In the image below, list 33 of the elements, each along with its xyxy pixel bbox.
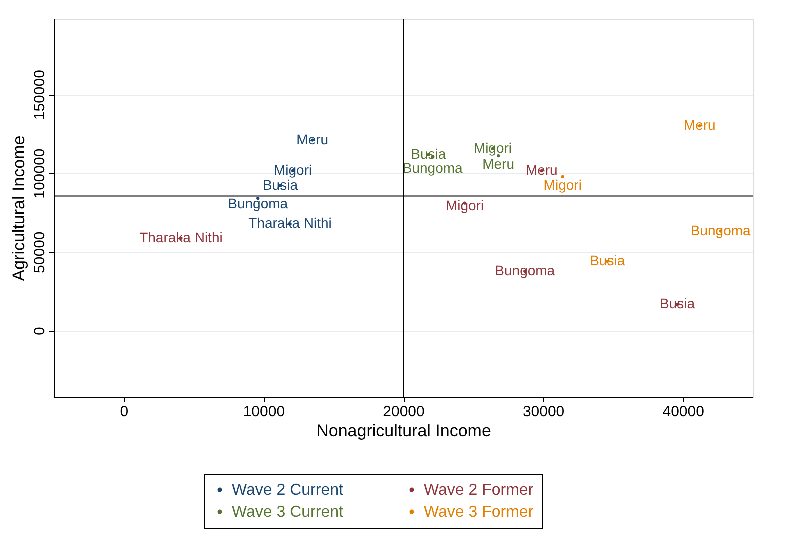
data-label: Migori <box>274 162 312 178</box>
data-label: Migori <box>446 197 484 214</box>
data-label: Bungoma <box>402 160 464 176</box>
data-label: Meru <box>526 162 558 178</box>
data-label: Meru <box>482 156 515 172</box>
legend-label: Wave 3 Current <box>232 504 344 521</box>
data-label: Meru <box>684 117 716 134</box>
y-tick-label: 100000 <box>32 148 48 199</box>
data-label: Meru <box>296 131 329 148</box>
data-label: Busia <box>660 296 696 312</box>
data-label: Migori <box>474 140 512 156</box>
y-tick-label: 50000 <box>32 232 48 274</box>
y-tick-label: 0 <box>32 327 48 336</box>
x-axis-title: Nonagricultural Income <box>316 422 492 440</box>
x-tick-label: 0 <box>120 404 129 420</box>
data-label: Bungoma <box>228 196 288 212</box>
data-label: Bungoma <box>690 222 752 238</box>
x-tick-label: 30000 <box>522 404 565 420</box>
y-tick-label: 150000 <box>32 70 48 120</box>
data-label: Bungoma <box>495 262 556 278</box>
data-label: Tharaka Nithi <box>140 229 223 246</box>
legend-label: Wave 2 Current <box>232 482 344 499</box>
legend-label: Wave 3 Former <box>424 504 534 521</box>
data-label: Busia <box>262 176 298 193</box>
data-label: Busia <box>590 252 626 269</box>
legend-label: Wave 2 Former <box>424 482 534 499</box>
x-tick-label: 20000 <box>383 404 425 420</box>
data-label: Busia <box>411 146 446 162</box>
y-axis-title: Agricultural Income <box>10 136 28 282</box>
data-label: Migori <box>544 176 582 193</box>
x-tick-label: 10000 <box>243 404 286 420</box>
x-tick-label: 40000 <box>662 404 704 420</box>
data-label: Tharaka Nithi <box>248 215 332 232</box>
